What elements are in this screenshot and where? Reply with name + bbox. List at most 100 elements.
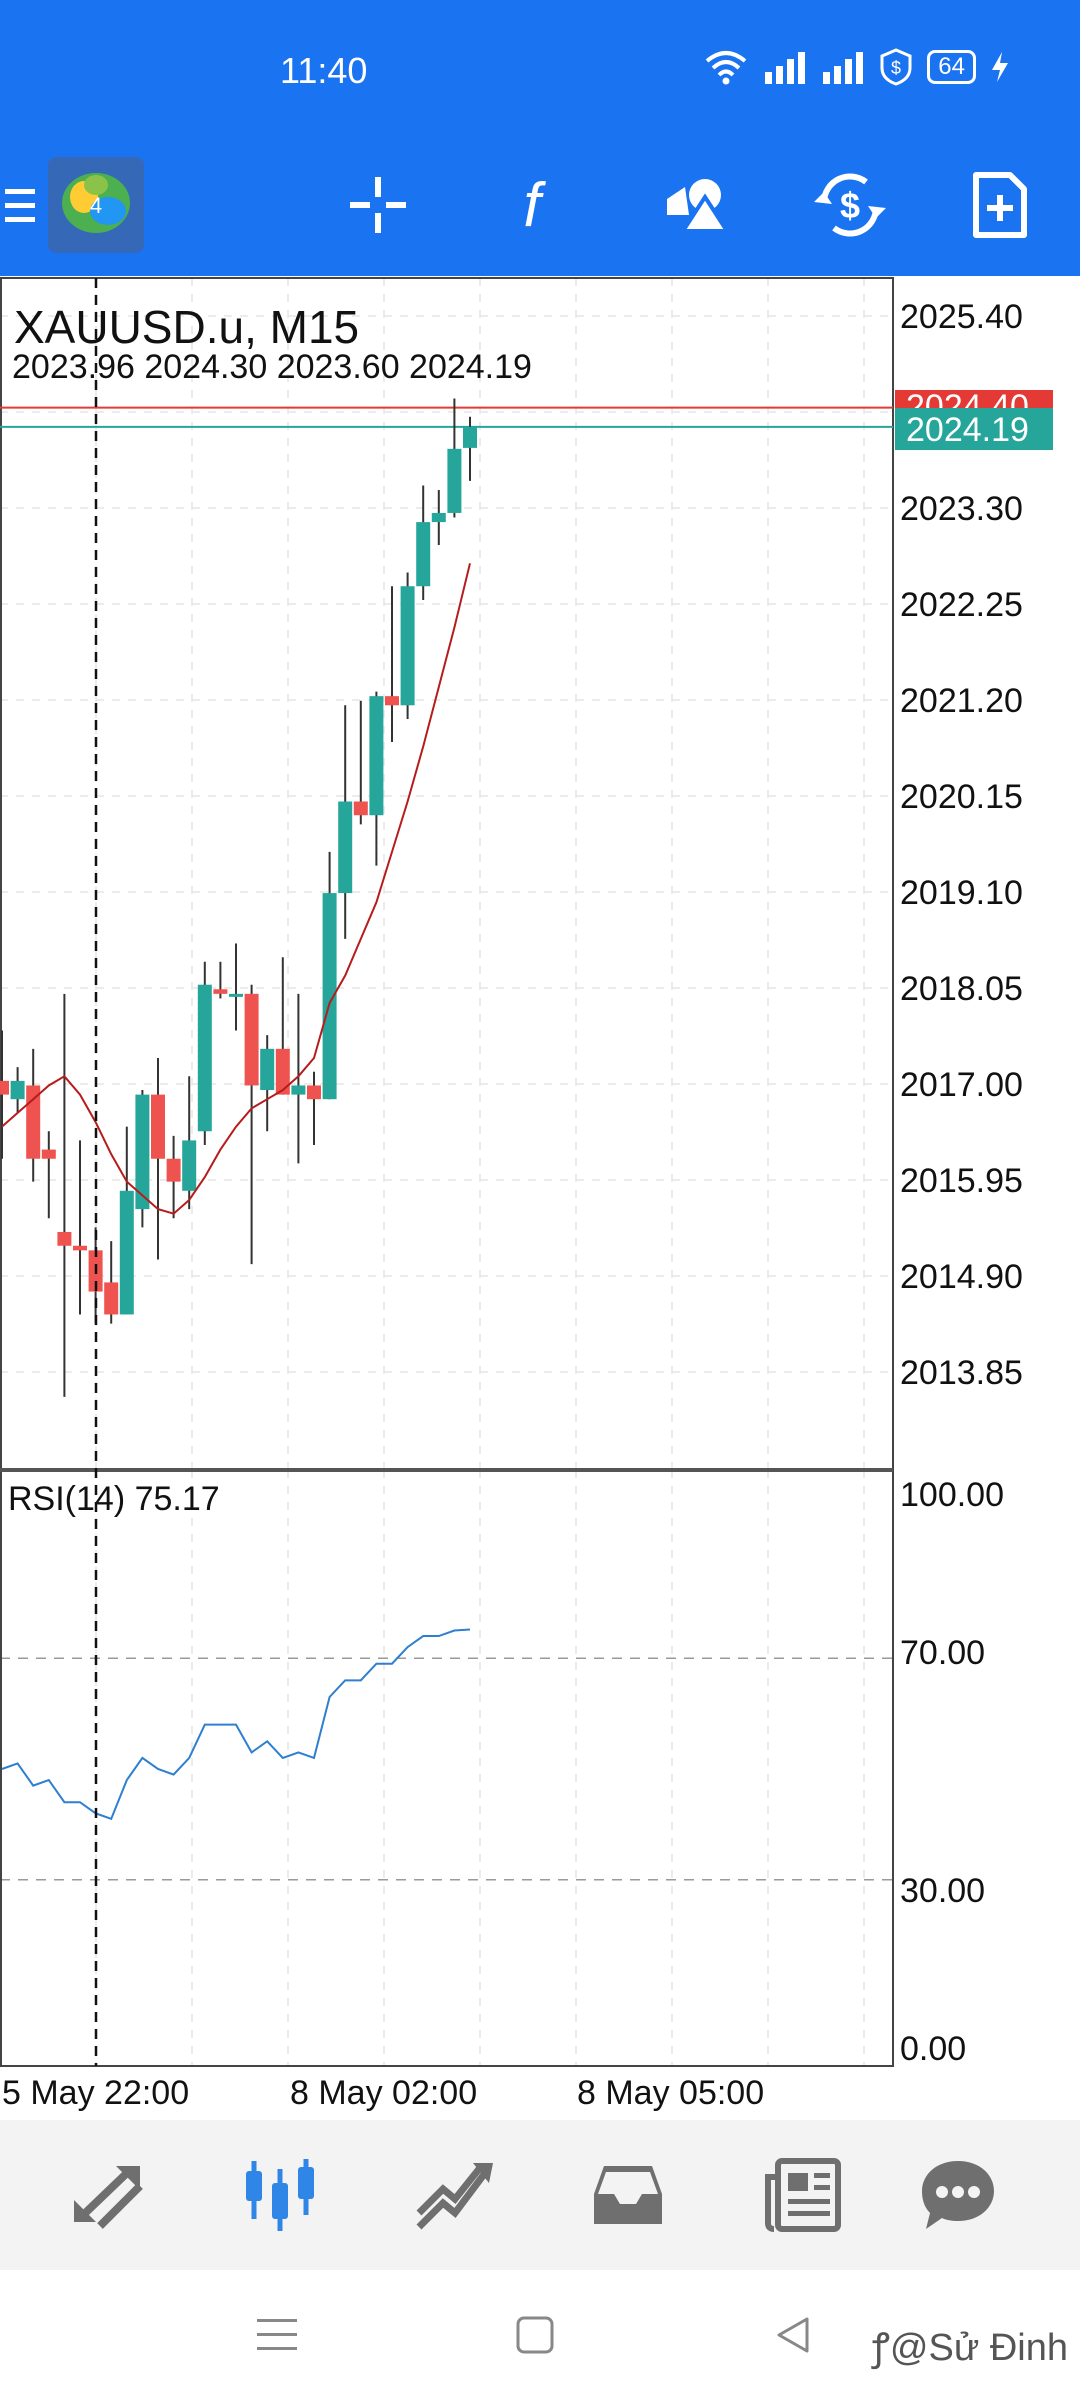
ohlc-values: 2023.96 2024.30 2023.60 2024.19 <box>12 348 532 386</box>
candle-body <box>369 696 384 816</box>
status-icons: $ 64 <box>703 48 1010 86</box>
candle-body <box>447 448 462 513</box>
watermark-text: ꝭ@Sử Đinh <box>871 2327 1068 2369</box>
nav-history[interactable] <box>538 2120 718 2270</box>
symbol-title: XAUUSD.u, M15 <box>14 301 360 353</box>
price-tick: 2017.00 <box>900 1066 1023 1104</box>
rsi-axis: 100.00 70.00 30.00 0.00 <box>900 1476 1004 2068</box>
history-inbox-icon <box>594 2166 662 2224</box>
back-triangle-icon <box>777 2317 809 2353</box>
chart-area[interactable]: 2025.40 2023.30 2022.25 2021.20 2020.15 … <box>0 276 1080 2120</box>
main-chart-frame <box>0 277 894 1471</box>
signal-icon-2 <box>823 52 864 84</box>
crosshair-button[interactable] <box>328 134 428 276</box>
back-button[interactable] <box>748 2290 838 2380</box>
trade-icon <box>416 2163 493 2230</box>
candle-body <box>353 801 368 816</box>
home-button[interactable] <box>490 2290 580 2380</box>
nav-messages[interactable] <box>868 2120 1048 2270</box>
nav-quotes[interactable] <box>20 2120 200 2270</box>
price-tick: 2020.15 <box>900 778 1023 816</box>
trade-dollar-icon: $ <box>814 173 886 237</box>
recents-menu-icon <box>257 2319 297 2350</box>
top-toolbar: 4 f $ <box>0 134 1080 276</box>
menu-button[interactable] <box>0 134 40 276</box>
time-tick: 8 May 02:00 <box>290 2074 477 2112</box>
candle-body <box>119 1190 134 1315</box>
battery-indicator: 64 <box>927 50 976 84</box>
charging-bolt-icon <box>992 52 1008 82</box>
price-tick: 2025.40 <box>900 298 1023 336</box>
price-tick: 2014.90 <box>900 1258 1023 1296</box>
news-icon <box>765 2158 841 2232</box>
candle-body <box>229 993 243 997</box>
signal-icon <box>765 52 806 84</box>
indicators-button[interactable]: f <box>482 134 582 276</box>
candle-body <box>57 1232 72 1246</box>
candle-body <box>182 1140 197 1191</box>
nav-trade[interactable] <box>365 2120 545 2270</box>
metatrader-logo-icon: 4 <box>48 157 144 253</box>
status-bar: 11:40 $ 64 <box>0 0 1080 134</box>
candle-body <box>385 696 399 706</box>
candle-body <box>338 801 353 894</box>
rsi-tick: 100.00 <box>900 1476 1004 1514</box>
status-time: 11:40 <box>280 50 368 91</box>
candle-body <box>260 1048 275 1091</box>
svg-text:$: $ <box>840 185 860 226</box>
time-tick: 5 May 22:00 <box>2 2074 189 2112</box>
candle-body <box>291 1085 306 1095</box>
recents-button[interactable] <box>232 2290 322 2380</box>
price-tick: 2013.85 <box>900 1354 1023 1392</box>
candle-body <box>400 586 415 706</box>
rsi-tick: 30.00 <box>900 1872 985 1910</box>
candle-body <box>213 989 228 994</box>
chart-candles-icon <box>246 2159 314 2231</box>
rsi-label: RSI(14) 75.17 <box>8 1480 220 1518</box>
menu-icon <box>5 189 35 222</box>
price-chart[interactable]: 2025.40 2023.30 2022.25 2021.20 2020.15 … <box>0 276 1080 2120</box>
price-tick: 2018.05 <box>900 970 1023 1008</box>
candle-body <box>322 893 337 1100</box>
candle-body <box>275 1048 290 1095</box>
svg-text:4: 4 <box>90 193 102 218</box>
candle-body <box>41 1149 56 1159</box>
candle-body <box>0 1080 9 1095</box>
candles <box>0 398 477 1397</box>
chart-grid <box>0 278 893 2066</box>
crosshair-icon <box>350 177 406 233</box>
candle-body <box>463 426 477 448</box>
app-logo-button[interactable]: 4 <box>46 134 146 276</box>
objects-shapes-icon <box>667 179 731 233</box>
price-axis: 2025.40 2023.30 2022.25 2021.20 2020.15 … <box>900 298 1023 1392</box>
current-price-tag: 2024.19 <box>906 411 1029 449</box>
rsi-line <box>1 1628 471 1821</box>
trade-button[interactable]: $ <box>790 134 910 276</box>
candle-body <box>151 1094 165 1159</box>
price-tick: 2015.95 <box>900 1162 1023 1200</box>
candle-body <box>135 1094 150 1210</box>
nav-chart[interactable] <box>190 2120 370 2270</box>
candle-body <box>73 1245 87 1251</box>
rsi-tick: 0.00 <box>900 2030 966 2068</box>
messages-icon <box>922 2161 994 2229</box>
rsi-indicator <box>1 1628 471 1821</box>
price-tick: 2022.25 <box>900 586 1023 624</box>
svg-text:f: f <box>523 171 546 240</box>
new-document-icon <box>973 172 1027 238</box>
new-order-button[interactable] <box>950 134 1050 276</box>
candle-body <box>307 1085 321 1100</box>
wifi-icon <box>706 51 747 85</box>
objects-button[interactable] <box>636 134 756 276</box>
price-lines <box>0 406 893 428</box>
price-tick: 2019.10 <box>900 874 1023 912</box>
candle-body <box>197 984 212 1132</box>
moving-average <box>1 563 471 1215</box>
candle-body <box>26 1085 41 1159</box>
candle-body <box>244 993 259 1086</box>
candle-body <box>416 522 431 587</box>
time-tick: 8 May 05:00 <box>577 2074 764 2112</box>
ma-line <box>1 563 471 1215</box>
quotes-icon <box>74 2166 143 2229</box>
nav-news[interactable] <box>712 2120 892 2270</box>
